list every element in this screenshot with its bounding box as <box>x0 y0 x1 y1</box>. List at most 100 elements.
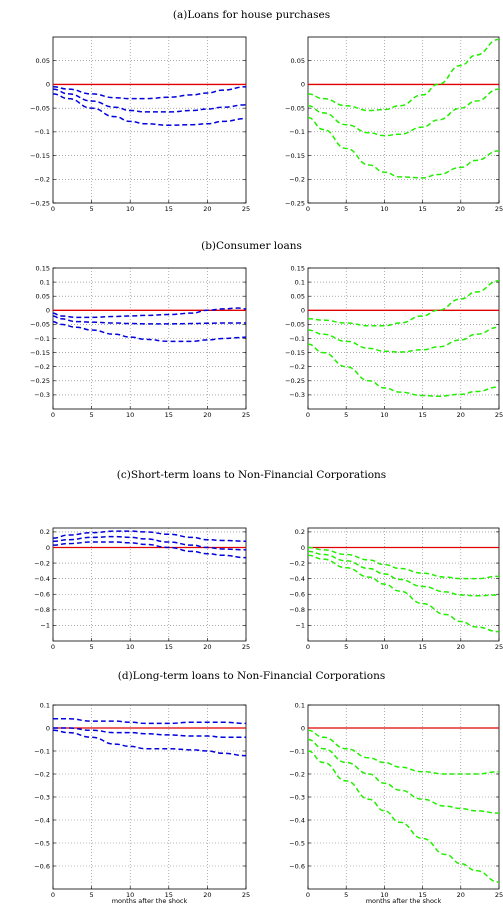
x-tick-label: 25 <box>495 891 503 899</box>
x-tick-label: 10 <box>126 411 134 419</box>
y-tick-label: −0.05 <box>285 104 305 112</box>
left-panel: 0.050−0.05−0.1−0.15−0.2−0.250 5 10 15 20 25 <box>30 36 250 213</box>
x-axis-label: months after the shock <box>366 897 442 905</box>
left-series-line-2 <box>53 727 246 738</box>
x-tick-label: 10 <box>380 643 388 651</box>
y-tick-label: 0.2 <box>40 528 50 536</box>
y-tick-label: −0.3 <box>34 793 50 801</box>
x-tick-label: 0 <box>51 411 55 419</box>
x-tick-label: 0 <box>306 643 310 651</box>
x-tick-label: 20 <box>203 205 211 213</box>
x-tick-label: 15 <box>165 205 173 213</box>
left-series-line-3 <box>53 541 246 559</box>
y-tick-label: −0.2 <box>34 559 50 567</box>
x-tick-label: 20 <box>457 891 465 899</box>
y-tick-label: −0.05 <box>30 104 50 112</box>
x-tick-label: 15 <box>418 205 426 213</box>
y-tick-label: −0.4 <box>34 816 50 824</box>
y-tick-label: 0.15 <box>291 264 305 272</box>
y-tick-label: −0.6 <box>289 862 305 870</box>
panel-title: (a)Loans for house purchases <box>173 9 330 21</box>
right-series-line-3 <box>308 554 499 633</box>
right-series-line-1 <box>308 546 499 580</box>
y-tick-label: −0.1 <box>289 747 305 755</box>
panel-title: (c)Short-term loans to Non-Financial Cor… <box>117 469 386 481</box>
x-tick-label: 5 <box>344 891 348 899</box>
y-tick-label: −0.05 <box>30 321 50 329</box>
plot-frame <box>307 36 500 204</box>
y-tick-label: −0.2 <box>34 176 50 184</box>
x-tick-label: 25 <box>495 411 503 419</box>
x-tick-label: 5 <box>344 205 348 213</box>
x-tick-label: 25 <box>242 205 250 213</box>
y-tick-label: −0.1 <box>289 128 305 136</box>
y-tick-label: −0.15 <box>30 152 50 160</box>
left-series-line-1 <box>53 530 246 542</box>
y-tick-label: −1 <box>295 622 305 630</box>
y-tick-label: −0.2 <box>34 363 50 371</box>
left-panel: 0.1 0 −0.1 −0.2 −0.3 −0.4 −0.5 −0.6 0 5 10 15 20 25 mo… <box>34 701 250 905</box>
y-tick-label: −0.3 <box>289 793 305 801</box>
x-tick-label: 10 <box>380 891 388 899</box>
left-series-line-3 <box>53 93 246 126</box>
y-tick-label: 0 <box>46 544 50 552</box>
y-tick-label: −0.25 <box>30 199 50 207</box>
y-tick-label: 0 <box>301 307 305 315</box>
right-panel: 0.1 0 −0.1 −0.2 −0.3 −0.4 −0.5 −0.6 0 5 10 15 20 25 mo… <box>289 701 503 905</box>
right-series-line-1 <box>308 279 499 327</box>
y-tick-label: −0.8 <box>289 606 305 614</box>
x-tick-label: 10 <box>380 205 388 213</box>
x-tick-label: 0 <box>306 205 310 213</box>
right-series-line-3 <box>308 343 499 398</box>
left-series-line-1 <box>53 718 246 725</box>
panel-title: (b)Consumer loans <box>201 240 302 252</box>
y-tick-label: −0.05 <box>285 321 305 329</box>
y-tick-label: −0.1 <box>34 128 50 136</box>
right-series-line-1 <box>308 729 499 775</box>
plot-frame <box>52 36 247 204</box>
left-series-line-2 <box>53 535 246 551</box>
left-series-line-2 <box>53 88 246 113</box>
x-tick-label: 15 <box>418 643 426 651</box>
y-tick-label: 0 <box>301 544 305 552</box>
left-panel: 0.2 0 −0.2 −0.4 −0.6 −0.8 −1 0 5 10 15 20 25 <box>34 527 250 651</box>
x-tick-label: 20 <box>457 643 465 651</box>
x-tick-label: 15 <box>165 411 173 419</box>
x-tick-label: 0 <box>306 411 310 419</box>
x-tick-label: 5 <box>90 891 94 899</box>
y-tick-label: −0.5 <box>289 839 305 847</box>
x-axis-label: months after the shock <box>112 897 188 905</box>
x-tick-label: 10 <box>126 891 134 899</box>
y-tick-label: −0.1 <box>289 335 305 343</box>
y-tick-label: 0.05 <box>36 293 50 301</box>
x-tick-label: 15 <box>418 891 426 899</box>
y-tick-label: 0.1 <box>295 278 305 286</box>
x-tick-label: 0 <box>306 891 310 899</box>
panel-title: (d)Long-term loans to Non-Financial Corp… <box>118 670 385 682</box>
right-series-line-2 <box>308 326 499 353</box>
x-tick-label: 10 <box>380 411 388 419</box>
y-tick-label: 0 <box>301 81 305 89</box>
x-tick-label: 5 <box>344 411 348 419</box>
x-tick-label: 25 <box>495 205 503 213</box>
left-series-line-3 <box>53 320 246 343</box>
right-panel: 0.050−0.05−0.1−0.15−0.2−0.250 5 10 15 20 25 <box>285 36 503 213</box>
x-tick-label: 25 <box>495 643 503 651</box>
x-tick-label: 20 <box>203 891 211 899</box>
y-tick-label: 0 <box>46 307 50 315</box>
x-tick-label: 25 <box>242 411 250 419</box>
right-series-line-2 <box>308 738 499 814</box>
x-tick-label: 20 <box>203 411 211 419</box>
y-tick-label: −0.4 <box>34 575 50 583</box>
x-tick-label: 0 <box>51 205 55 213</box>
y-tick-label: 0.1 <box>295 701 305 709</box>
x-tick-label: 25 <box>242 891 250 899</box>
y-tick-label: −0.6 <box>289 591 305 599</box>
y-tick-label: 0 <box>46 81 50 89</box>
y-tick-label: −0.6 <box>34 862 50 870</box>
right-series-line-2 <box>308 88 499 137</box>
right-series-line-1 <box>308 38 499 112</box>
y-tick-label: −0.1 <box>34 747 50 755</box>
y-tick-label: −0.3 <box>34 391 50 399</box>
